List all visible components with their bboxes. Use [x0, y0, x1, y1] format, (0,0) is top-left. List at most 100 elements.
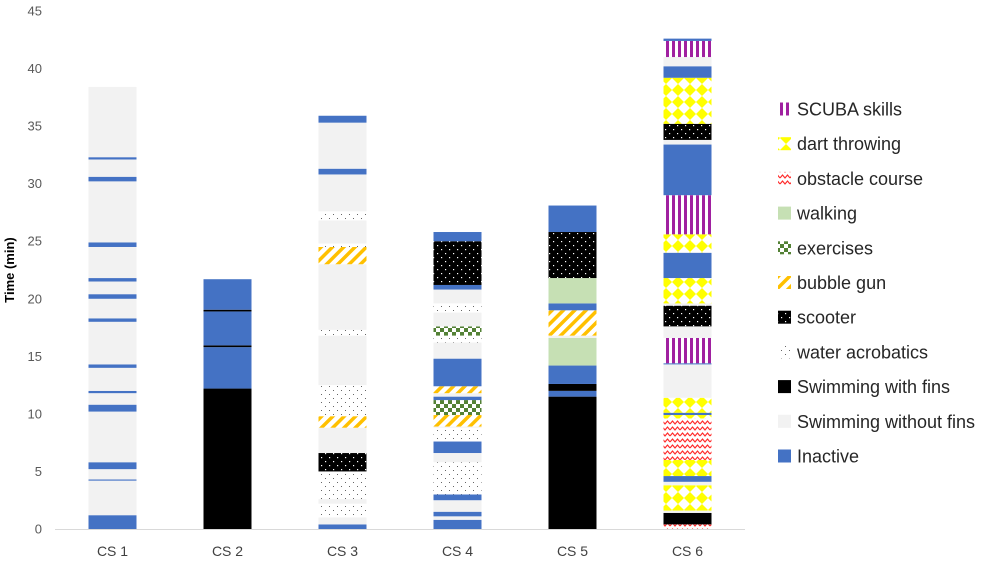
- legend-item-swimming-with-fins: Swimming with fins: [778, 377, 950, 397]
- bar-segment-water-acrobatics: [318, 503, 367, 518]
- bar-segment-inactive: [203, 311, 252, 346]
- bar-segment-swimming-with-fins: [203, 388, 252, 529]
- bars: [88, 38, 712, 529]
- legend-swatch: [778, 241, 791, 255]
- bar-segment-swimming-without-fins: [548, 335, 597, 338]
- legend-label: Inactive: [797, 447, 859, 467]
- bar-segment-inactive: [548, 390, 597, 397]
- bar-segment-swimming-without-fins: [318, 220, 367, 244]
- x-axis-categories: CS 1 CS 2 CS 3 CS 4 CS 5 CS 6: [97, 543, 703, 559]
- x-tick-label: CS 4: [442, 543, 473, 559]
- x-tick-label: CS 2: [212, 543, 243, 559]
- bar-segment-exercises: [433, 400, 482, 416]
- bar-segment-scooter: [548, 232, 597, 279]
- bar-segment-bubble-gun: [548, 310, 597, 336]
- bar-segment-swimming-without-fins: [663, 481, 712, 486]
- bar-segment-inactive: [88, 242, 137, 247]
- bar-segment-scooter: [663, 123, 712, 140]
- legend-item-scuba-skills: SCUBA skills: [778, 100, 902, 120]
- bar-segment-inactive: [88, 294, 137, 299]
- legend-swatch: [778, 206, 791, 220]
- legend-item-obstacle-course: obstacle course: [778, 169, 923, 189]
- legend-swatch: [778, 414, 791, 428]
- bar-segment-swimming-without-fins: [663, 364, 712, 398]
- bar-segment-water-acrobatics: [318, 385, 367, 417]
- bar-segment-dart-throwing: [663, 397, 712, 413]
- bar-segment-swimming-without-fins: [318, 174, 367, 212]
- bar-segment-water-acrobatics: [433, 427, 482, 442]
- bar-segment-walking: [548, 278, 597, 304]
- bar-segment-swimming-without-fins: [88, 281, 137, 295]
- bar-segment-swimming-without-fins: [433, 289, 482, 304]
- bar-segment-inactive: [88, 515, 137, 529]
- bar-segment-swimming-without-fins: [318, 122, 367, 169]
- bar-segment-water-acrobatics: [318, 243, 367, 247]
- bar-segment-swimming-without-fins: [88, 480, 137, 516]
- bar-segment-inactive: [318, 168, 367, 175]
- bar-segment-inactive: [88, 157, 137, 160]
- bar-cs-5: [548, 205, 597, 529]
- bar-segment-swimming-without-fins: [88, 86, 137, 158]
- bar-segment-inactive: [548, 303, 597, 311]
- bar-segment-swimming-without-fins: [88, 321, 137, 365]
- bar-segment-swimming-without-fins: [88, 411, 137, 463]
- y-axis-title: Time (min): [2, 237, 17, 303]
- bar-segment-inactive: [318, 524, 367, 529]
- bar-segment-swimming-without-fins: [433, 312, 482, 327]
- bar-segment-inactive: [88, 176, 137, 182]
- legend-label: obstacle course: [797, 169, 923, 189]
- bar-segment-dart-throwing: [663, 278, 712, 304]
- bar-segment-swimming-without-fins: [433, 426, 482, 428]
- y-tick-label: 30: [28, 176, 42, 191]
- bar-segment-inactive: [663, 38, 712, 41]
- legend-label: water acrobatics: [796, 342, 928, 362]
- bar-segment-swimming-without-fins: [88, 159, 137, 177]
- legend-label: Swimming with fins: [797, 377, 950, 397]
- legend-label: dart throwing: [797, 134, 901, 154]
- bar-segment-swimming-without-fins: [318, 264, 367, 330]
- bar-segment-scuba-skills: [663, 40, 712, 58]
- bar-segment-water-acrobatics: [433, 335, 482, 343]
- y-tick-label: 15: [28, 349, 42, 364]
- bar-segment-swimming-with-fins: [663, 512, 712, 525]
- x-tick-label: CS 5: [557, 543, 588, 559]
- x-tick-label: CS 1: [97, 543, 128, 559]
- bar-segment-inactive: [88, 390, 137, 394]
- x-tick-label: CS 6: [672, 543, 703, 559]
- bar-segment-inactive: [88, 404, 137, 412]
- bar-segment-swimming-without-fins: [318, 335, 367, 386]
- x-tick-label: CS 3: [327, 543, 358, 559]
- bar-segment-water-acrobatics: [318, 471, 367, 500]
- legend-swatch: [778, 380, 791, 394]
- bar-segment-bubble-gun: [433, 415, 482, 427]
- bar-segment-inactive: [433, 232, 482, 242]
- bar-segment-bubble-gun: [318, 416, 367, 428]
- bar-segment-swimming-without-fins: [663, 510, 712, 513]
- bar-segment-inactive: [433, 511, 482, 517]
- legend-swatch: [778, 276, 791, 289]
- bar-segment-inactive: [88, 278, 137, 282]
- bar-segment-inactive: [88, 364, 137, 368]
- legend-item-scooter: scooter: [778, 308, 856, 328]
- bar-segment-inactive: [203, 279, 252, 310]
- bar-cs-3: [318, 115, 367, 529]
- bar-segment-walking: [548, 337, 597, 366]
- bar-segment-dart-throwing: [663, 459, 712, 477]
- legend-swatch: [778, 345, 791, 359]
- bar-segment-water-acrobatics: [433, 462, 482, 495]
- bar-segment-inactive: [433, 358, 482, 387]
- bar-segment-inactive: [663, 144, 712, 196]
- legend-label: SCUBA skills: [797, 100, 902, 120]
- bar-segment-inactive: [433, 284, 482, 290]
- legend-item-dart-throwing: dart throwing: [778, 134, 901, 154]
- legend-swatch: [778, 137, 791, 151]
- legend-swatch: [778, 171, 791, 185]
- y-axis-ticks: 0 5 10 15 20 25 30 35 40 45: [28, 4, 42, 537]
- bar-segment-swimming-without-fins: [88, 469, 137, 480]
- legend-label: Swimming without fins: [797, 412, 975, 432]
- y-tick-label: 10: [28, 406, 42, 421]
- bar-segment-inactive: [433, 396, 482, 401]
- legend-label: exercises: [797, 238, 873, 258]
- y-tick-label: 25: [28, 234, 42, 249]
